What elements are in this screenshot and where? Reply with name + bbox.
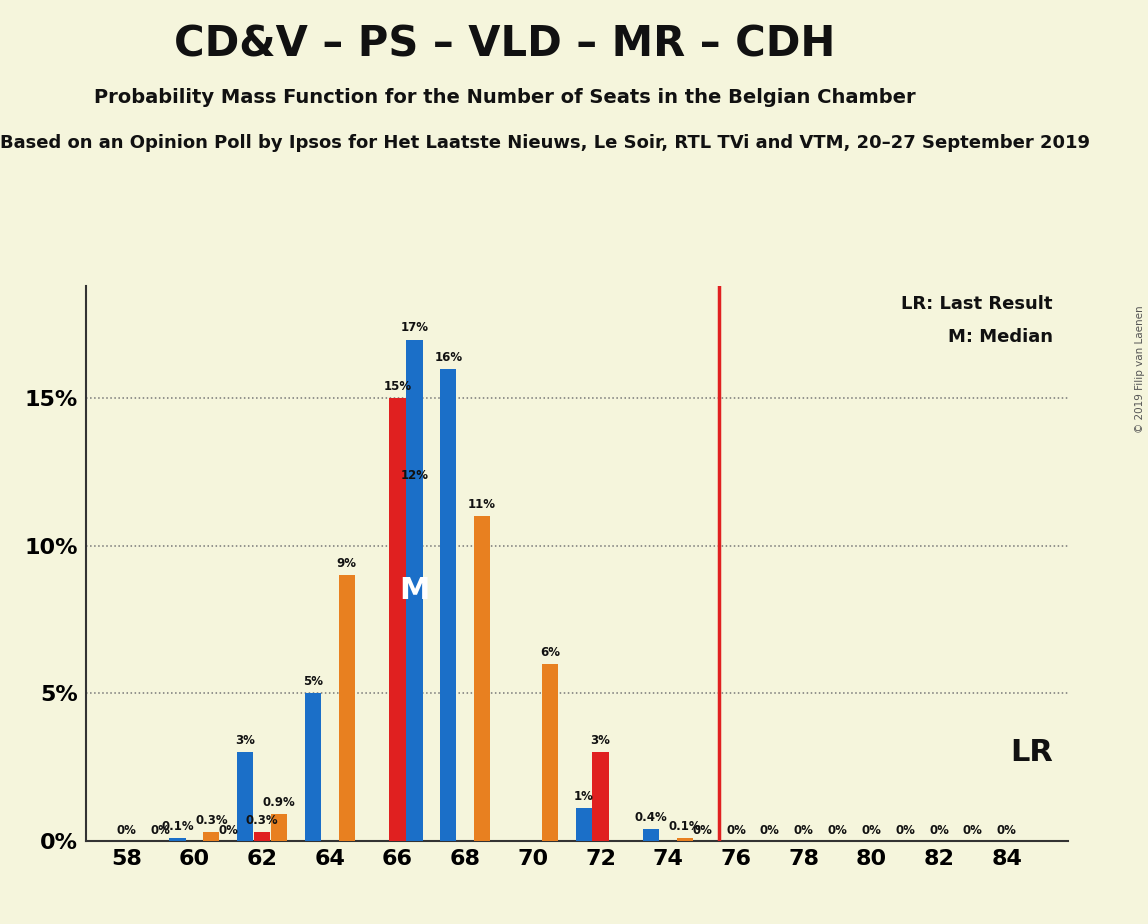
- Text: M: M: [400, 576, 429, 604]
- Text: 0%: 0%: [726, 824, 746, 837]
- Text: 0.3%: 0.3%: [246, 814, 279, 827]
- Bar: [236, 752, 254, 841]
- Text: 0%: 0%: [150, 824, 171, 837]
- Text: 6%: 6%: [540, 646, 560, 659]
- Text: 11%: 11%: [468, 498, 496, 511]
- Text: 0%: 0%: [963, 824, 983, 837]
- Bar: [203, 832, 219, 841]
- Text: 3%: 3%: [590, 734, 611, 748]
- Text: 1%: 1%: [574, 790, 594, 803]
- Bar: [406, 339, 422, 841]
- Bar: [542, 664, 558, 841]
- Text: 15%: 15%: [383, 380, 411, 394]
- Text: 0.3%: 0.3%: [195, 814, 227, 827]
- Bar: [170, 838, 186, 841]
- Text: M: Median: M: Median: [948, 328, 1053, 346]
- Bar: [643, 829, 659, 841]
- Bar: [304, 693, 321, 841]
- Text: 0.4%: 0.4%: [635, 810, 668, 823]
- Text: 0%: 0%: [895, 824, 915, 837]
- Bar: [406, 487, 422, 841]
- Bar: [575, 808, 591, 841]
- Text: 17%: 17%: [401, 322, 428, 334]
- Bar: [389, 398, 405, 841]
- Text: 5%: 5%: [303, 675, 323, 688]
- Text: 0%: 0%: [117, 824, 137, 837]
- Bar: [254, 832, 270, 841]
- Text: 0.1%: 0.1%: [669, 820, 701, 833]
- Bar: [440, 369, 457, 841]
- Text: © 2019 Filip van Laenen: © 2019 Filip van Laenen: [1135, 306, 1145, 433]
- Text: 0%: 0%: [218, 824, 238, 837]
- Bar: [677, 838, 693, 841]
- Text: 16%: 16%: [434, 351, 463, 364]
- Bar: [271, 814, 287, 841]
- Text: 0%: 0%: [929, 824, 949, 837]
- Text: 0%: 0%: [996, 824, 1017, 837]
- Text: CD&V – PS – VLD – MR – CDH: CD&V – PS – VLD – MR – CDH: [174, 23, 836, 65]
- Text: 0%: 0%: [692, 824, 712, 837]
- Text: 3%: 3%: [235, 734, 255, 748]
- Bar: [474, 517, 490, 841]
- Text: 12%: 12%: [401, 468, 428, 481]
- Text: 0.9%: 0.9%: [263, 796, 295, 809]
- Text: Probability Mass Function for the Number of Seats in the Belgian Chamber: Probability Mass Function for the Number…: [94, 88, 916, 107]
- Text: 0.1%: 0.1%: [161, 820, 194, 833]
- Bar: [339, 576, 355, 841]
- Text: 0%: 0%: [861, 824, 882, 837]
- Text: 0%: 0%: [760, 824, 779, 837]
- Text: LR: Last Result: LR: Last Result: [901, 295, 1053, 312]
- Text: 9%: 9%: [336, 557, 357, 570]
- Bar: [592, 752, 608, 841]
- Text: 0%: 0%: [828, 824, 847, 837]
- Text: 0%: 0%: [793, 824, 814, 837]
- Text: LR: LR: [1010, 737, 1053, 767]
- Text: Based on an Opinion Poll by Ipsos for Het Laatste Nieuws, Le Soir, RTL TVi and V: Based on an Opinion Poll by Ipsos for He…: [0, 134, 1089, 152]
